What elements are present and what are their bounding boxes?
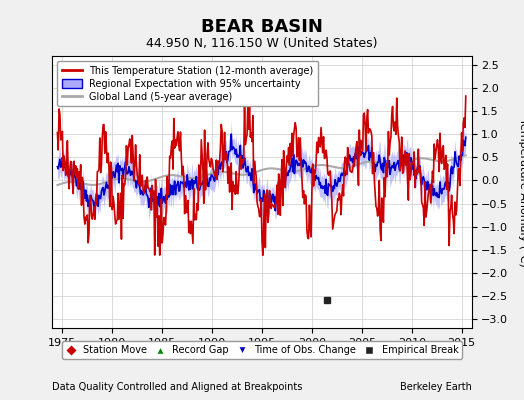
- Text: 44.950 N, 116.150 W (United States): 44.950 N, 116.150 W (United States): [146, 37, 378, 50]
- Text: Data Quality Controlled and Aligned at Breakpoints: Data Quality Controlled and Aligned at B…: [52, 382, 303, 392]
- Text: BEAR BASIN: BEAR BASIN: [201, 18, 323, 36]
- Legend: This Temperature Station (12-month average), Regional Expectation with 95% uncer: This Temperature Station (12-month avera…: [57, 61, 319, 106]
- Text: Berkeley Earth: Berkeley Earth: [400, 382, 472, 392]
- Y-axis label: Temperature Anomaly (°C): Temperature Anomaly (°C): [518, 118, 524, 266]
- Legend: Station Move, Record Gap, Time of Obs. Change, Empirical Break: Station Move, Record Gap, Time of Obs. C…: [62, 341, 462, 359]
